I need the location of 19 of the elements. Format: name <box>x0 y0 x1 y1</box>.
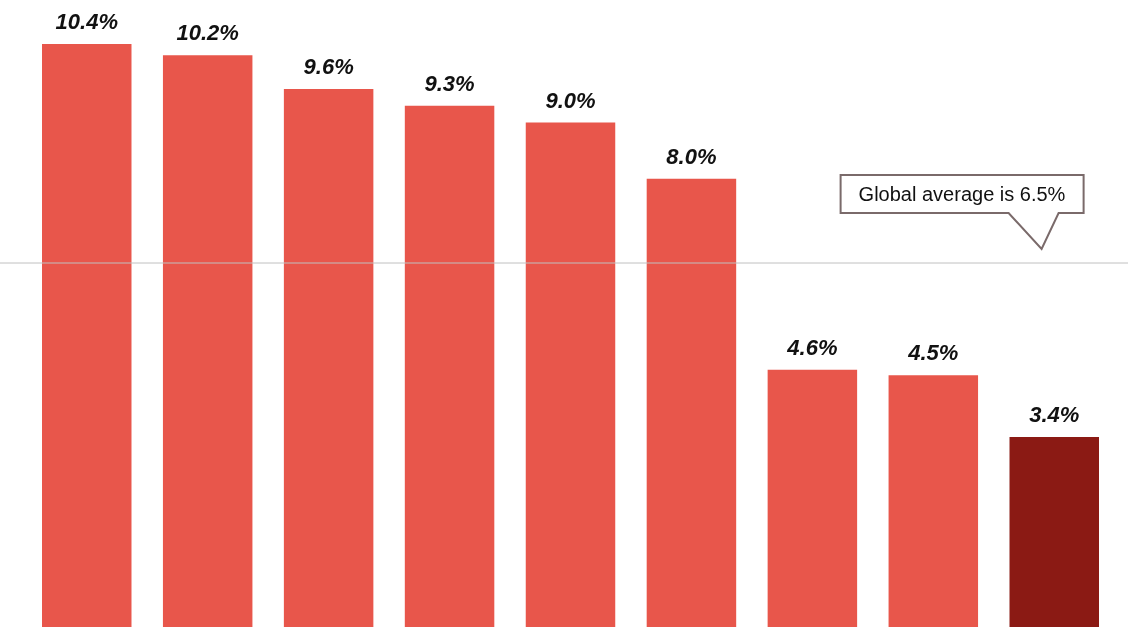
data-label: 4.5% <box>907 340 959 366</box>
bar <box>767 369 858 627</box>
bar <box>1009 437 1099 627</box>
bar <box>42 44 132 627</box>
data-label: 3.4% <box>1029 402 1080 428</box>
bar <box>646 178 737 627</box>
bar <box>888 375 979 627</box>
data-label: 9.6% <box>303 53 354 79</box>
bar <box>525 122 616 627</box>
data-label: 8.0% <box>666 143 717 169</box>
data-label: 10.4% <box>55 9 118 34</box>
bar <box>404 105 495 627</box>
data-label: 9.0% <box>545 87 596 113</box>
bar <box>283 88 374 627</box>
data-label: 9.3% <box>424 70 475 96</box>
data-label: 10.2% <box>176 20 239 46</box>
ref-line-label: Global average is 6.5% <box>858 183 1066 205</box>
data-label: 4.6% <box>786 334 838 360</box>
bar <box>162 55 253 627</box>
